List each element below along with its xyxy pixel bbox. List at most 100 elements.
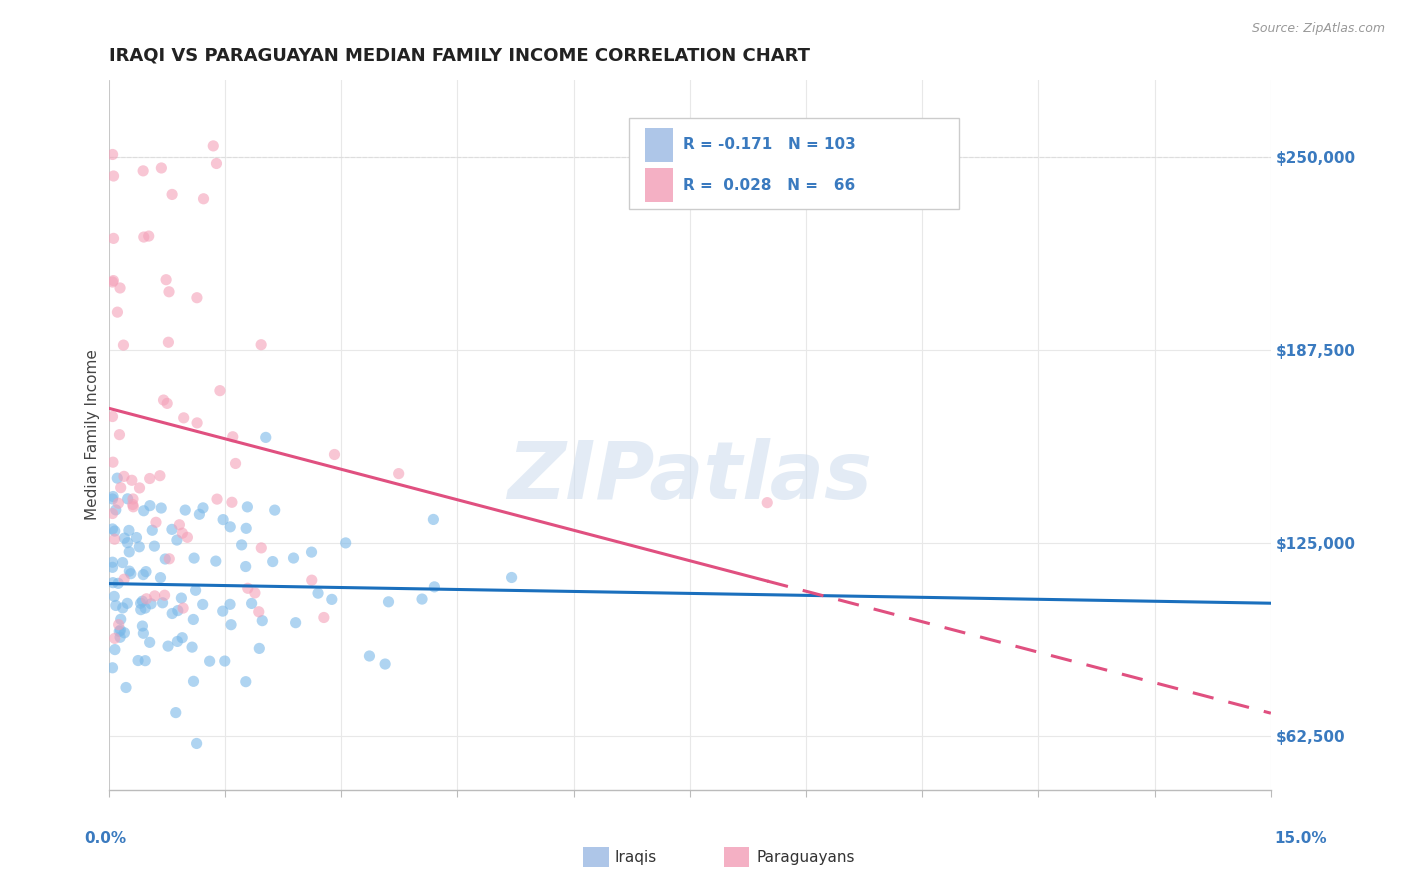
Point xyxy=(247,605,270,619)
Point xyxy=(173,410,195,425)
Point xyxy=(132,567,155,582)
Y-axis label: Median Family Income: Median Family Income xyxy=(86,350,100,520)
Point xyxy=(107,576,129,591)
Point xyxy=(219,598,242,612)
Point xyxy=(101,661,124,675)
Point xyxy=(236,582,259,596)
Point xyxy=(110,612,132,626)
Point xyxy=(166,634,188,648)
Point xyxy=(181,640,204,654)
Point xyxy=(240,596,263,610)
Point xyxy=(156,396,179,410)
Point xyxy=(101,575,124,590)
Point xyxy=(101,522,124,536)
Point xyxy=(111,601,134,615)
Point xyxy=(221,495,243,509)
Point xyxy=(188,508,211,522)
Point xyxy=(153,588,176,602)
Point xyxy=(157,285,180,299)
Point xyxy=(501,570,523,584)
Point xyxy=(103,169,125,183)
Point xyxy=(176,530,198,544)
Point xyxy=(122,491,145,506)
Point xyxy=(150,161,173,175)
Point xyxy=(411,592,433,607)
Point xyxy=(112,625,135,640)
Point xyxy=(101,147,124,161)
Point xyxy=(110,481,132,495)
Point xyxy=(103,590,125,604)
Point xyxy=(205,156,228,170)
Point xyxy=(128,540,150,554)
Point xyxy=(169,517,191,532)
Point xyxy=(117,535,139,549)
Point xyxy=(105,471,128,485)
Point xyxy=(170,591,193,605)
Point xyxy=(108,281,131,295)
Point xyxy=(321,592,343,607)
Point xyxy=(202,139,225,153)
Point xyxy=(236,500,259,514)
Point xyxy=(143,589,166,603)
Point xyxy=(235,559,257,574)
Point xyxy=(118,564,141,578)
Point xyxy=(141,523,163,537)
Point xyxy=(377,595,399,609)
Point xyxy=(150,501,173,516)
Point xyxy=(204,554,226,568)
Point xyxy=(243,586,266,600)
Point xyxy=(231,538,253,552)
Point xyxy=(359,648,381,663)
Point xyxy=(250,337,273,351)
Point xyxy=(107,305,129,319)
Point xyxy=(235,674,257,689)
Point xyxy=(208,384,231,398)
Point xyxy=(157,551,180,566)
Point xyxy=(205,492,228,507)
Point xyxy=(104,532,127,546)
Point xyxy=(104,599,127,613)
Point xyxy=(252,614,274,628)
Point xyxy=(219,520,242,534)
Point xyxy=(112,531,135,545)
Point xyxy=(183,551,205,566)
Point xyxy=(122,500,145,514)
Text: ZIPatlas: ZIPatlas xyxy=(508,438,872,516)
Point xyxy=(121,498,143,512)
Point xyxy=(132,626,155,640)
Point xyxy=(104,632,127,646)
Text: Paraguayans: Paraguayans xyxy=(756,850,855,864)
Text: 0.0%: 0.0% xyxy=(84,831,127,846)
Point xyxy=(101,560,124,574)
Point xyxy=(250,541,273,555)
Point xyxy=(157,639,180,653)
Point xyxy=(191,598,214,612)
Point xyxy=(284,615,307,630)
Point xyxy=(101,507,124,521)
Point xyxy=(132,230,155,244)
Point xyxy=(108,624,131,639)
Point xyxy=(108,630,131,644)
Point xyxy=(103,274,125,288)
Point xyxy=(166,604,188,618)
Point xyxy=(127,654,149,668)
Point xyxy=(112,572,135,586)
Point xyxy=(235,521,257,535)
Point xyxy=(118,545,141,559)
Point xyxy=(149,468,172,483)
Point xyxy=(283,551,305,566)
Point xyxy=(135,591,157,606)
Point xyxy=(145,516,167,530)
Point xyxy=(135,565,157,579)
Point xyxy=(312,610,335,624)
Point xyxy=(139,597,162,611)
Point xyxy=(132,504,155,518)
Point xyxy=(172,601,194,615)
Point xyxy=(138,471,160,485)
Point xyxy=(155,552,177,566)
Point xyxy=(211,604,233,618)
Point xyxy=(134,601,156,615)
Point xyxy=(129,596,152,610)
Point xyxy=(120,566,142,581)
Point xyxy=(117,596,139,610)
